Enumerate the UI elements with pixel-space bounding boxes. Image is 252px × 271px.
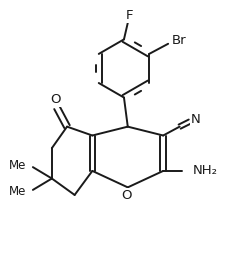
Text: N: N [191,112,200,125]
Text: F: F [125,9,132,22]
Text: Me: Me [9,159,26,172]
Text: Me: Me [9,185,26,198]
Text: Br: Br [171,34,185,47]
Text: O: O [50,93,61,106]
Text: NH₂: NH₂ [192,164,217,178]
Text: O: O [121,189,131,202]
